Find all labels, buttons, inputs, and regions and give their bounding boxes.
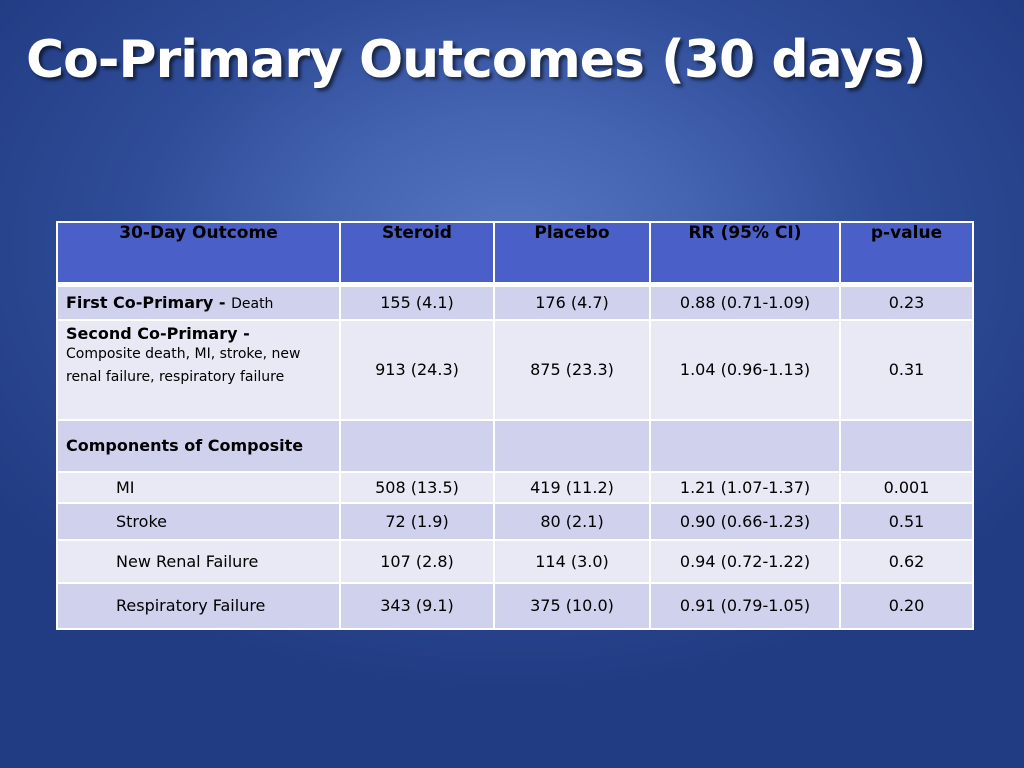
- cell-placebo: [493, 418, 651, 473]
- header-outcome: 30-Day Outcome: [56, 221, 341, 286]
- header-p-value: p-value: [839, 221, 974, 286]
- row-label: Respiratory Failure: [56, 581, 341, 630]
- cell-p-value: 0.51: [839, 501, 974, 541]
- cell-p-value: 0.20: [839, 581, 974, 630]
- row-label: First Co-Primary - Death: [56, 283, 341, 321]
- cell-steroid: 343 (9.1): [339, 581, 495, 630]
- row-label-bold: Components of Composite: [66, 436, 304, 455]
- row-label-sep: -: [237, 323, 250, 343]
- cell-p-value: 0.62: [839, 538, 974, 584]
- row-label: Second Co-Primary - Composite death, MI,…: [56, 318, 341, 421]
- outcomes-table: 30-Day Outcome Steroid Placebo RR (95% C…: [56, 221, 974, 630]
- row-label-rest: Death: [231, 296, 274, 313]
- row-label: MI: [56, 470, 341, 504]
- table-row: Stroke 72 (1.9) 80 (2.1) 0.90 (0.66-1.23…: [56, 501, 974, 541]
- cell-steroid: 72 (1.9): [339, 501, 495, 541]
- cell-placebo: 875 (23.3): [493, 318, 651, 421]
- table-row: MI 508 (13.5) 419 (11.2) 1.21 (1.07-1.37…: [56, 470, 974, 504]
- row-label: Components of Composite: [56, 418, 341, 473]
- cell-p-value: 0.23: [839, 283, 974, 321]
- header-placebo: Placebo: [493, 221, 651, 286]
- cell-placebo: 419 (11.2): [493, 470, 651, 504]
- cell-rr: 0.88 (0.71-1.09): [649, 283, 841, 321]
- cell-rr: 1.04 (0.96-1.13): [649, 318, 841, 421]
- table-row: Second Co-Primary - Composite death, MI,…: [56, 318, 974, 421]
- cell-p-value: 0.31: [839, 318, 974, 421]
- cell-rr: [649, 418, 841, 473]
- cell-p-value: 0.001: [839, 470, 974, 504]
- row-label-rest: Composite death, MI, stroke, new renal f…: [66, 345, 301, 385]
- table-row: Respiratory Failure 343 (9.1) 375 (10.0)…: [56, 581, 974, 630]
- table-row: New Renal Failure 107 (2.8) 114 (3.0) 0.…: [56, 538, 974, 584]
- cell-steroid: 107 (2.8): [339, 538, 495, 584]
- table-row: Components of Composite: [56, 418, 974, 473]
- row-label-bold: First Co-Primary: [66, 293, 214, 313]
- slide-title: Co-Primary Outcomes (30 days): [26, 30, 927, 90]
- cell-rr: 0.91 (0.79-1.05): [649, 581, 841, 630]
- table-header-row: 30-Day Outcome Steroid Placebo RR (95% C…: [56, 221, 974, 286]
- table-row: First Co-Primary - Death 155 (4.1) 176 (…: [56, 283, 974, 321]
- cell-placebo: 114 (3.0): [493, 538, 651, 584]
- cell-steroid: 155 (4.1): [339, 283, 495, 321]
- cell-p-value: [839, 418, 974, 473]
- cell-rr: 0.94 (0.72-1.22): [649, 538, 841, 584]
- header-rr: RR (95% CI): [649, 221, 841, 286]
- cell-placebo: 176 (4.7): [493, 283, 651, 321]
- header-steroid: Steroid: [339, 221, 495, 286]
- cell-steroid: 913 (24.3): [339, 318, 495, 421]
- row-label-bold: Second Co-Primary: [66, 323, 238, 343]
- cell-steroid: [339, 418, 495, 473]
- cell-rr: 0.90 (0.66-1.23): [649, 501, 841, 541]
- row-label-sep: -: [213, 293, 232, 313]
- row-label: Stroke: [56, 501, 341, 541]
- cell-rr: 1.21 (1.07-1.37): [649, 470, 841, 504]
- cell-steroid: 508 (13.5): [339, 470, 495, 504]
- row-label: New Renal Failure: [56, 538, 341, 584]
- cell-placebo: 375 (10.0): [493, 581, 651, 630]
- cell-placebo: 80 (2.1): [493, 501, 651, 541]
